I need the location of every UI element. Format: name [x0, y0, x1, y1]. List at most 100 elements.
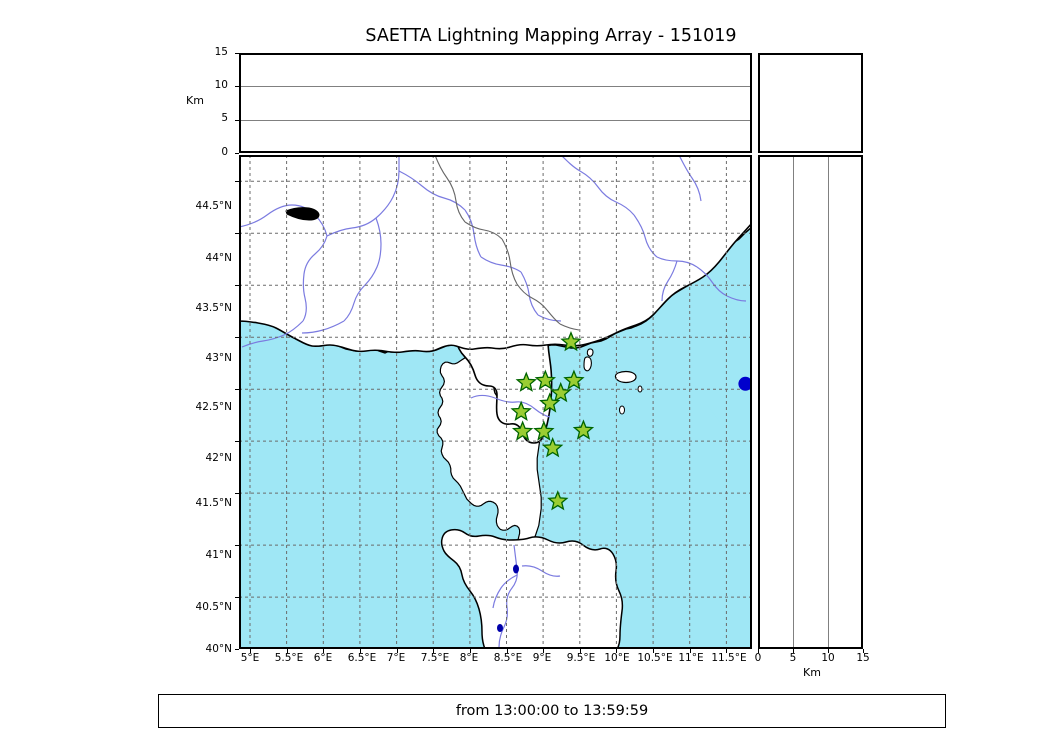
corsica-river-golo	[470, 394, 551, 418]
longitude-tickmark	[506, 649, 508, 653]
longitude-tickmark	[689, 649, 691, 653]
right-panel-tick-15: 15	[856, 652, 870, 664]
longitude-tickmark	[726, 649, 728, 653]
sardinia-lake-1	[513, 564, 519, 574]
station-star-marker[interactable]	[510, 400, 532, 421]
sardinia-lake-2	[497, 624, 503, 632]
altitude-tickmark	[235, 153, 239, 154]
right-panel-tickmark	[828, 649, 829, 653]
station-star-marker[interactable]	[550, 381, 572, 403]
longitude-tick-10: 10°E	[604, 652, 630, 664]
right-panel-tick-10: 10	[821, 652, 835, 664]
longitude-tick-7-5: 7.5°E	[420, 652, 450, 664]
station-star-marker[interactable]	[533, 420, 555, 441]
right-panel-tickmark	[758, 649, 759, 653]
latitude-tick-42-5: 42.5°N	[195, 401, 232, 413]
longitude-tick-9-5: 9.5°E	[566, 652, 596, 664]
station-star-marker[interactable]	[560, 330, 582, 352]
station-star-marker[interactable]	[515, 371, 537, 392]
time-range-caption-box: from 13:00:00 to 13:59:59	[158, 694, 946, 728]
map-panel[interactable]	[239, 155, 752, 649]
map-graphic	[239, 155, 752, 649]
latitude-tick-43-5: 43.5°N	[195, 302, 232, 314]
longitude-tickmark	[653, 649, 655, 653]
longitude-tick-6: 6°E	[313, 652, 333, 664]
latitude-tickmark	[235, 649, 239, 650]
altitude-tickmark	[235, 53, 239, 54]
lake-geneva	[285, 207, 320, 221]
altitude-vs-latitude-panel[interactable]	[758, 155, 863, 649]
altitude-tick-15: 15	[214, 46, 228, 58]
longitude-tickmark	[286, 649, 288, 653]
latitude-tick-44-5: 44.5°N	[195, 200, 232, 212]
source-dot-marker[interactable]	[738, 376, 752, 391]
latitude-tick-40: 40°N	[205, 643, 232, 655]
montecristo-island	[619, 405, 625, 415]
sardinia-river-west	[492, 574, 518, 609]
right-panel-tick-0: 0	[754, 652, 762, 664]
longitude-tick-9: 9°E	[532, 652, 552, 664]
lightning-source-markers[interactable]	[738, 376, 752, 391]
longitude-tick-6-5: 6.5°E	[347, 652, 377, 664]
latitude-tickmark	[235, 389, 239, 390]
longitude-tickmark	[323, 649, 325, 653]
latitude-tick-42: 42°N	[205, 452, 232, 464]
latitude-tickmark	[235, 493, 239, 494]
station-star-marker[interactable]	[547, 490, 569, 511]
longitude-tickmark	[250, 649, 251, 653]
altitude-tick-10: 10	[214, 79, 228, 91]
latitude-tickmark	[235, 597, 239, 598]
longitude-tickmark	[396, 649, 398, 653]
lma-station-markers[interactable]	[510, 330, 595, 511]
latitude-tickmark	[235, 285, 239, 286]
time-range-caption: from 13:00:00 to 13:59:59	[455, 703, 649, 719]
longitude-tickmark	[469, 649, 471, 653]
longitude-tickmark	[359, 649, 361, 653]
station-star-marker[interactable]	[541, 437, 564, 458]
longitude-tickmark	[579, 649, 581, 653]
latitude-tickmark	[235, 233, 239, 234]
elba-island	[614, 370, 637, 384]
longitude-tick-10-5: 10.5°E	[637, 652, 673, 664]
longitude-tick-8-5: 8.5°E	[493, 652, 523, 664]
altitude-vs-longitude-panel[interactable]	[239, 53, 752, 153]
sardinia-island	[440, 528, 624, 649]
gorgona-island	[586, 348, 594, 357]
latitude-tick-43: 43°N	[205, 352, 232, 364]
longitude-tick-8: 8°E	[459, 652, 479, 664]
station-star-marker[interactable]	[572, 419, 595, 440]
longitude-tick-7: 7°E	[386, 652, 406, 664]
gridline-z10	[239, 86, 752, 88]
latitude-tick-41: 41°N	[205, 549, 232, 561]
station-star-marker[interactable]	[563, 369, 585, 390]
latitude-tick-40-5: 40.5°N	[195, 601, 232, 613]
altitude-tickmark	[235, 119, 239, 121]
station-star-marker[interactable]	[511, 420, 534, 441]
altitude-tick-0: 0	[221, 146, 228, 158]
right-panel-tick-5: 5	[789, 652, 797, 664]
capraia-island	[583, 356, 592, 372]
altitude-histogram-panel[interactable]	[758, 53, 863, 153]
longitude-tick-5: 5°E	[240, 652, 260, 664]
station-star-marker[interactable]	[539, 392, 561, 413]
longitude-tickmark	[433, 649, 435, 653]
latitude-tick-44: 44°N	[205, 252, 232, 264]
mainland-rivers	[239, 155, 747, 348]
altitude-axis-label: Km	[186, 94, 204, 107]
latitude-tickmark	[235, 181, 239, 182]
longitude-tick-5-5: 5.5°E	[274, 652, 304, 664]
longitude-tickmark	[616, 649, 618, 653]
altitude-tickmark	[235, 86, 239, 88]
right-panel-axis-label: Km	[803, 666, 821, 679]
latitude-tickmark	[235, 337, 239, 338]
longitude-tick-11-5: 11.5°E	[711, 652, 747, 664]
gridline-z5	[239, 119, 752, 121]
altitude-tick-5: 5	[221, 112, 228, 124]
longitude-tick-11: 11°E	[678, 652, 704, 664]
gridline-km10	[828, 155, 829, 649]
station-star-marker[interactable]	[534, 369, 557, 390]
right-panel-tickmark	[863, 649, 864, 653]
right-panel-tickmark	[793, 649, 794, 653]
latitude-tick-41-5: 41.5°N	[195, 497, 232, 509]
